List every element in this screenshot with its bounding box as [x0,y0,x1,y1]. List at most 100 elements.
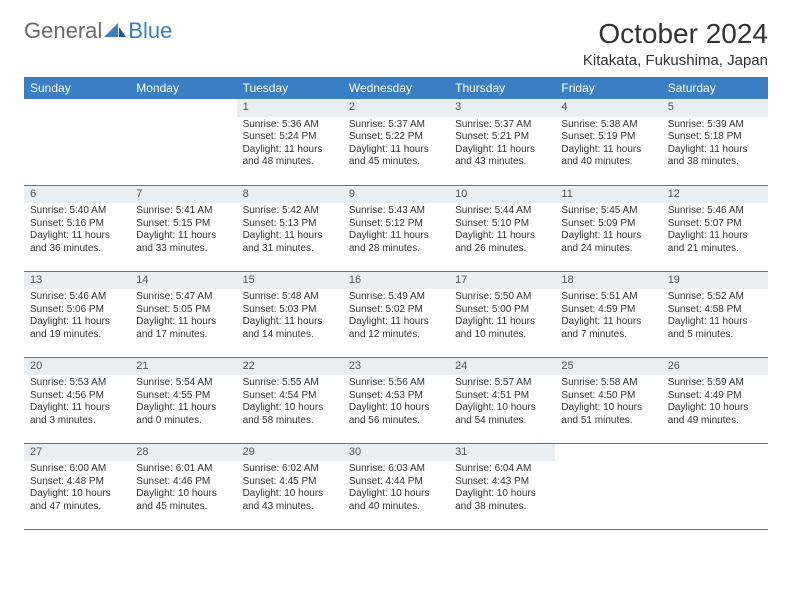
day-line: Daylight: 11 hours [455,316,549,329]
day-line: Sunrise: 5:47 AM [136,291,230,304]
day-line: Sunset: 4:50 PM [561,390,655,403]
logo: General Blue [24,18,172,44]
day-line: and 7 minutes. [561,329,655,342]
day-line: Sunset: 5:18 PM [668,131,762,144]
calendar-day-cell: 22Sunrise: 5:55 AMSunset: 4:54 PMDayligh… [237,357,343,443]
calendar-day-cell: 21Sunrise: 5:54 AMSunset: 4:55 PMDayligh… [130,357,236,443]
day-number: 11 [555,186,661,204]
day-content: Sunrise: 5:40 AMSunset: 5:16 PMDaylight:… [24,203,130,259]
calendar-day-cell: 25Sunrise: 5:58 AMSunset: 4:50 PMDayligh… [555,357,661,443]
calendar-day-cell: 29Sunrise: 6:02 AMSunset: 4:45 PMDayligh… [237,443,343,529]
day-line: Daylight: 11 hours [243,144,337,157]
day-line: and 43 minutes. [455,156,549,169]
day-line: Daylight: 10 hours [349,402,443,415]
calendar-day-cell: 17Sunrise: 5:50 AMSunset: 5:00 PMDayligh… [449,271,555,357]
day-line: and 24 minutes. [561,243,655,256]
day-line: Sunrise: 5:57 AM [455,377,549,390]
calendar-week-row: 1Sunrise: 5:36 AMSunset: 5:24 PMDaylight… [24,99,768,185]
day-content: Sunrise: 5:37 AMSunset: 5:22 PMDaylight:… [343,117,449,173]
day-line: Sunrise: 5:56 AM [349,377,443,390]
calendar-week-row: 27Sunrise: 6:00 AMSunset: 4:48 PMDayligh… [24,443,768,529]
day-line: Sunrise: 5:54 AM [136,377,230,390]
day-line: Sunset: 4:46 PM [136,476,230,489]
weekday-header-row: SundayMondayTuesdayWednesdayThursdayFrid… [24,77,768,99]
calendar-day-cell: 28Sunrise: 6:01 AMSunset: 4:46 PMDayligh… [130,443,236,529]
day-number: 3 [449,99,555,117]
day-content: Sunrise: 5:41 AMSunset: 5:15 PMDaylight:… [130,203,236,259]
day-line: Daylight: 11 hours [30,402,124,415]
day-line: Daylight: 11 hours [243,316,337,329]
calendar-day-cell: 10Sunrise: 5:44 AMSunset: 5:10 PMDayligh… [449,185,555,271]
day-line: Sunrise: 6:03 AM [349,463,443,476]
day-content: Sunrise: 5:36 AMSunset: 5:24 PMDaylight:… [237,117,343,173]
day-line: and 56 minutes. [349,415,443,428]
day-number: 4 [555,99,661,117]
calendar-day-cell: 6Sunrise: 5:40 AMSunset: 5:16 PMDaylight… [24,185,130,271]
day-line: Sunrise: 6:00 AM [30,463,124,476]
calendar-day-cell [130,99,236,185]
calendar-day-cell: 19Sunrise: 5:52 AMSunset: 4:58 PMDayligh… [662,271,768,357]
day-line: Sunset: 4:56 PM [30,390,124,403]
day-content: Sunrise: 5:53 AMSunset: 4:56 PMDaylight:… [24,375,130,431]
day-line: Sunrise: 5:46 AM [30,291,124,304]
day-line: Sunrise: 5:37 AM [455,119,549,132]
day-line: Sunset: 4:55 PM [136,390,230,403]
calendar-day-cell: 3Sunrise: 5:37 AMSunset: 5:21 PMDaylight… [449,99,555,185]
day-line: and 58 minutes. [243,415,337,428]
calendar-day-cell: 16Sunrise: 5:49 AMSunset: 5:02 PMDayligh… [343,271,449,357]
day-number: 15 [237,272,343,290]
weekday-header: Friday [555,77,661,99]
day-number: 31 [449,444,555,462]
day-line: Sunrise: 5:49 AM [349,291,443,304]
day-line: and 31 minutes. [243,243,337,256]
day-line: Daylight: 11 hours [136,316,230,329]
day-line: Sunset: 4:48 PM [30,476,124,489]
day-number: 10 [449,186,555,204]
day-content: Sunrise: 5:54 AMSunset: 4:55 PMDaylight:… [130,375,236,431]
day-content: Sunrise: 6:00 AMSunset: 4:48 PMDaylight:… [24,461,130,517]
day-line: Sunrise: 5:45 AM [561,205,655,218]
day-line: Sunrise: 5:40 AM [30,205,124,218]
day-content: Sunrise: 5:46 AMSunset: 5:07 PMDaylight:… [662,203,768,259]
day-line: and 33 minutes. [136,243,230,256]
day-number: 26 [662,358,768,376]
day-line: and 54 minutes. [455,415,549,428]
day-line: Daylight: 11 hours [561,144,655,157]
calendar-day-cell: 2Sunrise: 5:37 AMSunset: 5:22 PMDaylight… [343,99,449,185]
weekday-header: Monday [130,77,236,99]
day-line: Sunrise: 6:04 AM [455,463,549,476]
calendar-day-cell [662,443,768,529]
day-number: 25 [555,358,661,376]
day-line: Sunset: 5:07 PM [668,218,762,231]
day-line: and 36 minutes. [30,243,124,256]
day-number: 5 [662,99,768,117]
day-number-empty [130,99,236,117]
day-line: Daylight: 10 hours [243,488,337,501]
day-line: Sunset: 5:22 PM [349,131,443,144]
weekday-header: Saturday [662,77,768,99]
calendar-week-row: 20Sunrise: 5:53 AMSunset: 4:56 PMDayligh… [24,357,768,443]
calendar-day-cell: 4Sunrise: 5:38 AMSunset: 5:19 PMDaylight… [555,99,661,185]
day-line: Sunrise: 5:55 AM [243,377,337,390]
day-line: Daylight: 11 hours [30,230,124,243]
day-line: Sunset: 4:54 PM [243,390,337,403]
day-line: and 43 minutes. [243,501,337,514]
day-line: and 48 minutes. [243,156,337,169]
day-line: Sunset: 4:58 PM [668,304,762,317]
day-line: and 51 minutes. [561,415,655,428]
day-content: Sunrise: 5:59 AMSunset: 4:49 PMDaylight:… [662,375,768,431]
day-line: Daylight: 11 hours [349,230,443,243]
calendar-day-cell: 27Sunrise: 6:00 AMSunset: 4:48 PMDayligh… [24,443,130,529]
day-number: 20 [24,358,130,376]
calendar-day-cell: 1Sunrise: 5:36 AMSunset: 5:24 PMDaylight… [237,99,343,185]
day-line: Daylight: 11 hours [136,402,230,415]
day-line: Sunrise: 5:41 AM [136,205,230,218]
day-number: 22 [237,358,343,376]
day-line: and 12 minutes. [349,329,443,342]
day-line: Sunset: 5:06 PM [30,304,124,317]
weekday-header: Wednesday [343,77,449,99]
calendar-day-cell: 20Sunrise: 5:53 AMSunset: 4:56 PMDayligh… [24,357,130,443]
weekday-header: Thursday [449,77,555,99]
day-line: Sunrise: 5:59 AM [668,377,762,390]
day-content: Sunrise: 6:02 AMSunset: 4:45 PMDaylight:… [237,461,343,517]
